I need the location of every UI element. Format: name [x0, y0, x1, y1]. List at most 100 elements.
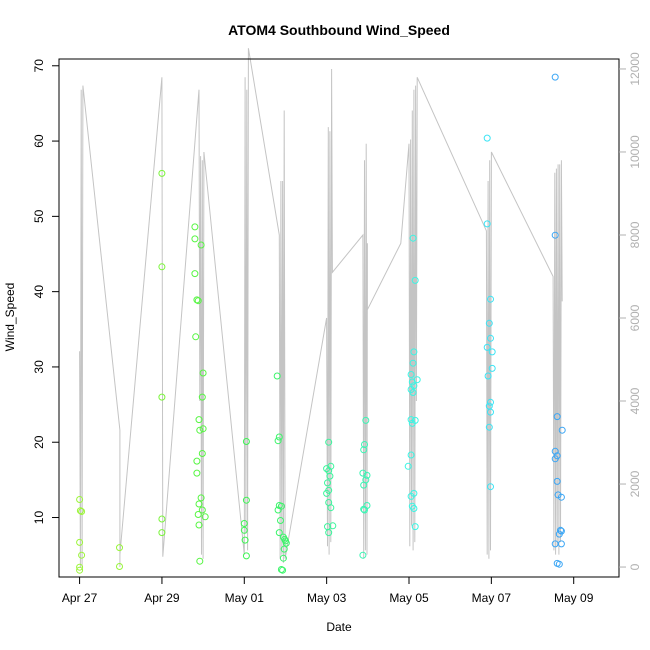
data-point: [407, 371, 415, 378]
y-tick-label: 70: [32, 59, 46, 73]
data-point: [361, 441, 368, 448]
data-point: [551, 231, 559, 239]
data-point: [280, 545, 288, 553]
data-point: [201, 513, 209, 521]
data-point: [555, 530, 563, 538]
data-point: [78, 551, 86, 559]
data-point: [193, 296, 201, 304]
data-point: [282, 539, 290, 547]
data-point: [360, 446, 368, 454]
data-point: [326, 472, 334, 480]
data-point: [279, 566, 287, 574]
data-point: [555, 560, 563, 568]
data-point: [407, 492, 415, 500]
data-point: [196, 426, 204, 434]
data-point: [76, 566, 84, 574]
data-point: [558, 426, 566, 434]
data-point: [551, 73, 559, 81]
data-point: [551, 447, 559, 455]
data-point: [410, 348, 418, 356]
data-point: [408, 419, 416, 427]
data-point: [557, 493, 565, 501]
data-point: [487, 408, 494, 416]
data-point: [483, 220, 491, 228]
data-point: [485, 423, 493, 431]
secondary-y-axis: 0 2000 4000 6000 8000 10000 12000: [619, 52, 642, 570]
data-point: [488, 364, 496, 372]
data-point: [407, 451, 415, 459]
data-point: [274, 506, 282, 514]
data-point: [240, 526, 248, 534]
data-point: [553, 477, 561, 485]
data-point: [360, 505, 368, 513]
data-point: [76, 496, 84, 503]
data-point: [411, 523, 419, 531]
data-point: [325, 467, 333, 475]
y-axis: 10 20 30 40 50 60 70: [32, 59, 59, 524]
y2-tick-label: 8000: [628, 221, 642, 248]
data-point: [487, 295, 494, 303]
data-point: [242, 496, 250, 504]
data-point: [329, 522, 337, 530]
data-point: [198, 450, 206, 457]
data-point: [242, 552, 250, 560]
data-point: [116, 544, 123, 552]
data-point: [195, 500, 203, 508]
x-tick-label: Apr 27: [62, 591, 98, 605]
data-point: [409, 234, 417, 242]
data-point: [193, 469, 201, 477]
y-tick-label: 60: [32, 134, 46, 148]
y2-tick-label: 10000: [628, 135, 642, 169]
data-point: [408, 378, 416, 386]
data-point: [360, 481, 368, 489]
data-point: [242, 438, 250, 445]
data-point: [277, 517, 284, 524]
data-point: [487, 483, 494, 491]
data-point: [158, 169, 166, 177]
data-point: [191, 235, 199, 243]
data-point: [195, 521, 203, 529]
scatter-series: [76, 73, 566, 574]
data-point: [198, 506, 206, 514]
data-point: [488, 348, 496, 356]
data-point: [409, 359, 417, 367]
x-axis-label: Date: [326, 620, 352, 634]
x-tick-label: May 03: [307, 591, 347, 605]
x-tick-label: May 05: [389, 591, 429, 605]
data-point: [557, 540, 565, 548]
data-point: [359, 469, 367, 477]
data-point: [198, 393, 206, 401]
data-point: [324, 479, 331, 487]
y2-tick-label: 4000: [628, 387, 642, 414]
data-point: [323, 465, 331, 473]
y2-tick-label: 12000: [628, 52, 642, 86]
data-point: [557, 526, 564, 534]
data-point: [281, 535, 289, 543]
data-point: [487, 334, 494, 342]
y-tick-label: 50: [32, 209, 46, 223]
data-point: [193, 457, 201, 465]
data-point: [76, 507, 84, 515]
data-point: [483, 134, 491, 142]
data-point: [78, 508, 86, 515]
data-point: [327, 462, 335, 470]
data-point: [76, 538, 84, 546]
data-point: [76, 563, 84, 571]
data-point: [158, 515, 166, 523]
data-point: [275, 529, 283, 537]
data-point: [194, 511, 202, 518]
data-point: [275, 433, 283, 441]
y-tick-label: 10: [32, 511, 46, 525]
data-point: [410, 505, 418, 512]
data-point: [196, 557, 204, 565]
data-point: [551, 455, 559, 463]
x-axis: Apr 27 Apr 29 May 01 May 03 May 05 May 07 May …: [62, 577, 594, 605]
plot-frame: [58, 58, 620, 578]
data-point: [483, 343, 491, 351]
data-point: [279, 554, 287, 562]
data-point: [407, 416, 415, 424]
y-tick-label: 30: [32, 360, 46, 374]
y2-tick-label: 0: [628, 563, 642, 570]
data-point: [325, 529, 333, 537]
data-point: [553, 413, 561, 421]
